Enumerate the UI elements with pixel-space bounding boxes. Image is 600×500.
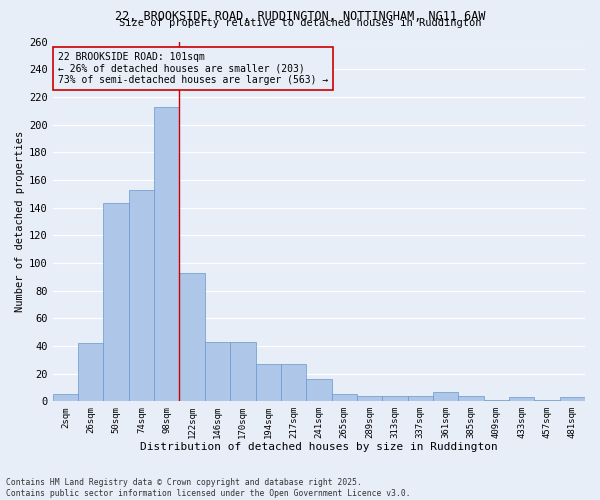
Bar bbox=[509, 397, 535, 401]
Bar bbox=[230, 342, 256, 401]
Text: 22, BROOKSIDE ROAD, RUDDINGTON, NOTTINGHAM, NG11 6AW: 22, BROOKSIDE ROAD, RUDDINGTON, NOTTINGH… bbox=[115, 10, 485, 23]
Bar bbox=[129, 190, 154, 401]
Bar bbox=[306, 379, 332, 401]
Bar bbox=[560, 397, 585, 401]
Bar bbox=[103, 204, 129, 401]
Text: 22 BROOKSIDE ROAD: 101sqm
← 26% of detached houses are smaller (203)
73% of semi: 22 BROOKSIDE ROAD: 101sqm ← 26% of detac… bbox=[58, 52, 328, 86]
Bar bbox=[332, 394, 357, 401]
Bar bbox=[78, 343, 103, 401]
Bar bbox=[53, 394, 78, 401]
Bar bbox=[484, 400, 509, 401]
Bar bbox=[154, 106, 179, 401]
Text: Contains HM Land Registry data © Crown copyright and database right 2025.
Contai: Contains HM Land Registry data © Crown c… bbox=[6, 478, 410, 498]
Bar bbox=[179, 272, 205, 401]
X-axis label: Distribution of detached houses by size in Ruddington: Distribution of detached houses by size … bbox=[140, 442, 498, 452]
Bar bbox=[382, 396, 407, 401]
Bar bbox=[407, 396, 433, 401]
Bar bbox=[458, 396, 484, 401]
Text: Size of property relative to detached houses in Ruddington: Size of property relative to detached ho… bbox=[119, 18, 481, 28]
Bar bbox=[256, 364, 281, 401]
Bar bbox=[535, 400, 560, 401]
Y-axis label: Number of detached properties: Number of detached properties bbox=[15, 130, 25, 312]
Bar bbox=[281, 364, 306, 401]
Bar bbox=[205, 342, 230, 401]
Bar bbox=[357, 396, 382, 401]
Bar bbox=[433, 392, 458, 401]
